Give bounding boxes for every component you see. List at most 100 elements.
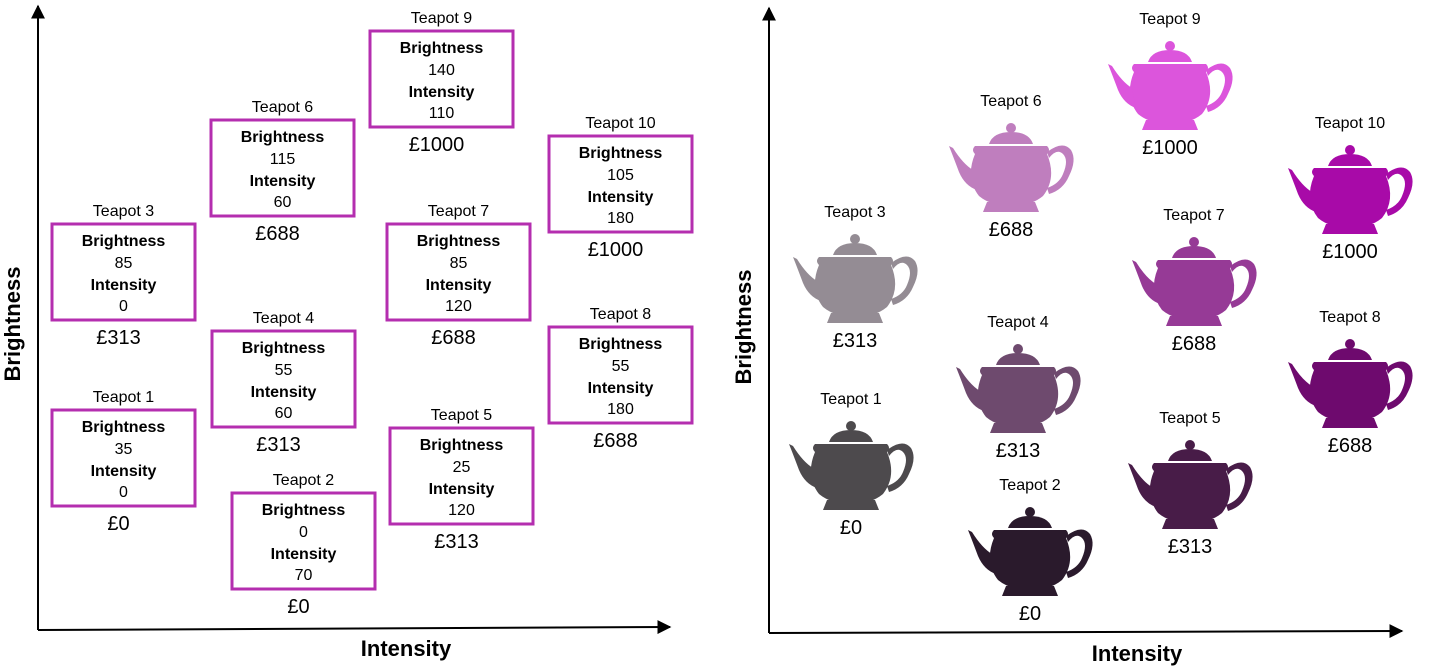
brightness-label: Brightness — [400, 40, 484, 57]
teapot-icon-group-7: Teapot 7 £688 — [1132, 207, 1257, 355]
intensity-label: Intensity — [271, 546, 337, 563]
teapot-card-title: Teapot 6 — [252, 99, 313, 116]
brightness-value: 35 — [115, 441, 133, 458]
right-x-axis — [768, 624, 1404, 639]
teapot-icon-title: Teapot 10 — [1315, 115, 1385, 132]
teapot-icon — [1288, 145, 1413, 234]
teapot-card-price: £313 — [256, 434, 301, 456]
teapot-card-7: Teapot 7 Brightness 85 Intensity 120 £688 — [385, 203, 532, 349]
intensity-label: Intensity — [91, 277, 157, 294]
teapot-card-box — [368, 29, 515, 129]
teapot-icon-price: £313 — [1168, 536, 1213, 558]
teapot-icon-title: Teapot 9 — [1139, 11, 1200, 28]
right-y-axis-label: Brightness — [731, 270, 756, 385]
teapot-card-8: Teapot 8 Brightness 55 Intensity 180 £688 — [547, 306, 694, 452]
intensity-value: 110 — [429, 105, 455, 122]
teapot-icon-group-8: Teapot 8 £688 — [1288, 309, 1413, 457]
teapot-card-title: Teapot 5 — [431, 407, 492, 424]
teapot-card-price: £313 — [434, 531, 479, 553]
right-x-axis-label: Intensity — [1092, 641, 1183, 666]
teapot-icon — [968, 507, 1093, 596]
teapot-icon — [1132, 237, 1257, 326]
brightness-value: 85 — [115, 255, 133, 272]
teapot-icon-price: £0 — [1019, 603, 1041, 625]
brightness-label: Brightness — [417, 233, 501, 250]
teapot-card-price: £0 — [287, 596, 309, 618]
teapot-icon — [1128, 440, 1253, 529]
teapot-card-price: £1000 — [588, 239, 644, 261]
teapot-card-title: Teapot 7 — [428, 203, 489, 220]
teapot-card-10: Teapot 10 Brightness 105 Intensity 180 £1000 — [547, 115, 694, 261]
teapot-card-title: Teapot 4 — [253, 310, 314, 327]
intensity-value: 60 — [274, 194, 292, 211]
teapot-icon-price: £313 — [996, 440, 1041, 462]
teapot-icon-price: £1000 — [1322, 241, 1378, 263]
intensity-label: Intensity — [251, 384, 317, 401]
brightness-label: Brightness — [579, 145, 663, 162]
teapot-icon-group-10: Teapot 10 £1000 — [1288, 115, 1413, 263]
teapot-card-box — [209, 118, 356, 218]
intensity-value: 180 — [607, 401, 634, 418]
teapot-icon — [793, 234, 918, 323]
teapot-icon-group-4: Teapot 4 £313 — [956, 314, 1081, 462]
intensity-label: Intensity — [91, 463, 157, 480]
intensity-label: Intensity — [429, 481, 495, 498]
intensity-value: 120 — [445, 298, 472, 315]
brightness-label: Brightness — [262, 502, 346, 519]
teapot-icon-group-1: Teapot 1 £0 — [789, 391, 914, 539]
brightness-value: 115 — [270, 151, 296, 168]
brightness-value: 0 — [299, 524, 308, 541]
teapot-card-2: Teapot 2 Brightness 0 Intensity 70 £0 — [230, 472, 377, 618]
intensity-value: 0 — [119, 484, 128, 501]
teapot-icon-group-9: Teapot 9 £1000 — [1108, 11, 1233, 159]
teapot-icon — [1288, 339, 1413, 428]
teapot-icon-title: Teapot 3 — [824, 204, 885, 221]
teapot-icon — [789, 421, 914, 510]
teapot-card-price: £1000 — [409, 134, 465, 156]
intensity-label: Intensity — [426, 277, 492, 294]
teapot-card-title: Teapot 2 — [273, 472, 334, 489]
teapot-card-1: Teapot 1 Brightness 35 Intensity 0 £0 — [50, 389, 197, 535]
teapot-icon-group-3: Teapot 3 £313 — [793, 204, 918, 352]
intensity-value: 120 — [448, 502, 475, 519]
teapot-card-title: Teapot 9 — [411, 10, 472, 27]
teapot-card-5: Teapot 5 Brightness 25 Intensity 120 £313 — [388, 407, 535, 553]
intensity-value: 0 — [119, 298, 128, 315]
teapot-icon — [1108, 41, 1233, 130]
teapot-card-title: Teapot 3 — [93, 203, 154, 220]
teapot-card-title: Teapot 10 — [585, 115, 655, 132]
teapot-icon-title: Teapot 7 — [1163, 207, 1224, 224]
teapot-card-6: Teapot 6 Brightness 115 Intensity 60 £688 — [209, 99, 356, 245]
teapot-card-3: Teapot 3 Brightness 85 Intensity 0 £313 — [50, 203, 197, 349]
teapot-icon-price: £688 — [1328, 435, 1373, 457]
teapot-icon-price: £1000 — [1142, 137, 1198, 159]
left-y-axis-label: Brightness — [0, 267, 25, 382]
teapot-card-box — [547, 325, 694, 425]
brightness-label: Brightness — [420, 437, 504, 454]
intensity-value: 70 — [295, 567, 313, 584]
teapot-card-price: £688 — [255, 223, 300, 245]
intensity-label: Intensity — [250, 173, 316, 190]
brightness-value: 55 — [612, 358, 630, 375]
left-x-axis-label: Intensity — [361, 636, 452, 661]
brightness-label: Brightness — [242, 340, 326, 357]
teapot-card-title: Teapot 8 — [590, 306, 651, 323]
left-x-axis — [37, 620, 672, 635]
teapot-icon-price: £313 — [833, 330, 878, 352]
brightness-value: 105 — [607, 167, 634, 184]
teapot-card-price: £688 — [593, 430, 638, 452]
teapot-icon-title: Teapot 8 — [1319, 309, 1380, 326]
teapot-card-box — [210, 329, 357, 429]
teapot-icon-price: £688 — [1172, 333, 1217, 355]
teapot-card-box — [547, 134, 694, 234]
teapot-icon-title: Teapot 5 — [1159, 410, 1220, 427]
brightness-label: Brightness — [82, 233, 166, 250]
brightness-label: Brightness — [82, 419, 166, 436]
teapot-icon-group-6: Teapot 6 £688 — [949, 93, 1074, 241]
teapot-icon — [949, 123, 1074, 212]
teapot-card-price: £313 — [96, 327, 141, 349]
intensity-value: 60 — [275, 405, 293, 422]
